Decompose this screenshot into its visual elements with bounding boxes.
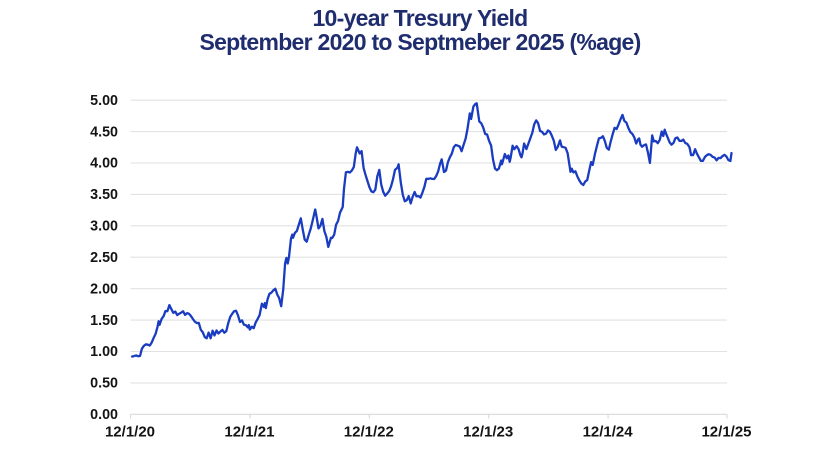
svg-text:3.00: 3.00: [90, 219, 118, 235]
svg-text:12/1/22: 12/1/22: [344, 423, 394, 440]
svg-text:12/1/23: 12/1/23: [463, 423, 513, 440]
svg-text:2.00: 2.00: [90, 281, 118, 297]
svg-text:12/1/21: 12/1/21: [224, 423, 274, 440]
svg-text:4.50: 4.50: [90, 124, 118, 140]
svg-text:2.50: 2.50: [90, 250, 118, 266]
svg-text:4.00: 4.00: [90, 156, 118, 172]
svg-text:1.00: 1.00: [90, 344, 118, 360]
svg-text:0.50: 0.50: [90, 376, 118, 392]
svg-text:12/1/25: 12/1/25: [701, 423, 751, 440]
svg-text:3.50: 3.50: [90, 187, 118, 203]
svg-text:1.50: 1.50: [90, 313, 118, 329]
svg-text:12/1/20: 12/1/20: [105, 423, 155, 440]
svg-text:12/1/24: 12/1/24: [583, 423, 634, 440]
svg-text:0.00: 0.00: [90, 407, 118, 423]
svg-text:5.00: 5.00: [90, 93, 118, 109]
